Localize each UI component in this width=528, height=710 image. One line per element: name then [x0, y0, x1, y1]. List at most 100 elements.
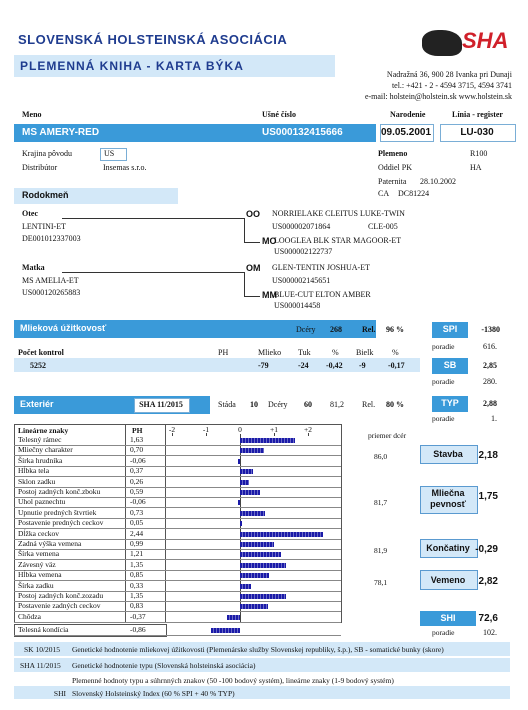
daughters-label: Dcéry [268, 400, 288, 409]
label: 1,35 [130, 591, 144, 600]
line: LU-030 [460, 127, 494, 138]
link [244, 272, 245, 296]
spi-box [432, 322, 468, 338]
label: OM [246, 263, 261, 273]
row-line [14, 507, 341, 509]
text: -24 [298, 361, 309, 370]
label: -0,06 [130, 497, 146, 507]
name: GLEN-TENTIN JOSHUA-ET [272, 263, 370, 272]
ear-label: Ušné číslo [262, 110, 296, 119]
text: -0,17 [388, 361, 405, 370]
bar [240, 490, 261, 495]
text: e-mail: holstein@holstein.sk www.holstei… [364, 92, 512, 101]
label: MO [262, 236, 277, 246]
col-line [165, 424, 166, 623]
bar [210, 628, 240, 633]
name: Vemeno [430, 575, 466, 585]
name: Zadná výška vemena [18, 539, 82, 548]
name: BLUE-CUT ELTON AMBER [274, 290, 371, 299]
tick [206, 433, 207, 436]
bar [240, 531, 323, 537]
col-line [125, 424, 126, 623]
bar [240, 469, 253, 475]
avg-header: priemer dcér [368, 431, 407, 440]
text: 5252 [30, 361, 46, 370]
id: US000002122737 [274, 247, 333, 256]
text: Nadražná 36, 900 28 Ivanka pri Dunaji [386, 70, 512, 79]
sb: 2,85 [483, 361, 497, 370]
rel-label: Rel. [362, 400, 376, 409]
title: Rodokmeň [22, 190, 69, 200]
name: Šírka vemena [18, 549, 60, 559]
herds: 10 [250, 400, 258, 409]
row-line [14, 528, 341, 530]
name-header: Lineárne znaky [18, 426, 69, 435]
name: Stavba [433, 449, 463, 459]
text: -9 [359, 361, 366, 370]
text: Mlieko [258, 348, 282, 357]
label: 1,35 [130, 559, 144, 569]
spi-rank-label: poradie [432, 342, 455, 351]
row-line [14, 517, 341, 519]
label: Matka [22, 263, 45, 272]
pedigree-band [14, 188, 178, 204]
tick [274, 433, 275, 436]
name: Mliečny charakter [18, 445, 73, 455]
value: 72,6 [478, 613, 498, 624]
name: Postoj zadných konč.zozadu [18, 591, 104, 600]
bar [240, 604, 269, 610]
name: Upnutie predných štvrtiek [18, 507, 97, 517]
spi-label: SPI [442, 324, 458, 334]
name: Telesná kondícia [18, 625, 69, 634]
name: LENTINI-ET [22, 222, 66, 231]
row-line [14, 635, 341, 636]
row-line [14, 549, 341, 550]
composite-box [420, 486, 478, 514]
bar [240, 594, 286, 599]
label: -0,37 [130, 611, 146, 621]
avg: 81,9 [374, 546, 388, 555]
bar [240, 542, 274, 547]
id: US000014458 [274, 301, 321, 310]
row-line [14, 621, 341, 623]
sb-box [432, 358, 468, 374]
name: Končatiny [426, 543, 470, 553]
avg: 86,0 [374, 452, 388, 461]
line-box [440, 124, 516, 142]
composite-box [420, 539, 478, 558]
milk-values-band [14, 358, 420, 372]
country-label: Krajina pôvodu [22, 149, 72, 158]
section-label: Oddiel PK [378, 163, 412, 172]
id: US000120265883 [22, 288, 81, 297]
name: Sklon zadku [18, 476, 56, 486]
ear: US000132415666 [262, 127, 343, 138]
value: 2,18 [478, 450, 498, 461]
distributor-label: Distribútor [22, 163, 58, 172]
value: -0,29 [475, 544, 498, 555]
country-box [100, 148, 127, 161]
label: OO [246, 209, 261, 219]
text: -79 [258, 361, 269, 370]
bar [240, 573, 269, 579]
text: tel.: +421 - 2 - 4594 3715, 4594 3741 [391, 81, 512, 90]
footer-band [14, 642, 510, 656]
label: SHI [440, 613, 456, 623]
title: Exteriér [20, 399, 54, 409]
line-label: Línia - register [452, 110, 503, 119]
text: PH [218, 348, 229, 357]
bar [237, 500, 240, 506]
name: Dĺžka ceckov [18, 528, 60, 538]
name: Telesný rámec [18, 435, 62, 444]
name: Postoj zadných konč.zboku [18, 487, 101, 496]
label: 2,44 [130, 528, 144, 538]
typ-rank-label: poradie [432, 414, 455, 423]
label: 0,26 [130, 476, 144, 486]
spi-rank: 616. [483, 342, 497, 351]
eval: SHA 11/2015 [139, 400, 183, 409]
code: SK 10/2015 [24, 645, 61, 654]
label: 0,73 [130, 507, 144, 517]
bar [240, 552, 282, 558]
link [244, 296, 260, 297]
title: SLOVENSKÁ HOLSTEINSKÁ ASOCIÁCIA [18, 32, 288, 47]
